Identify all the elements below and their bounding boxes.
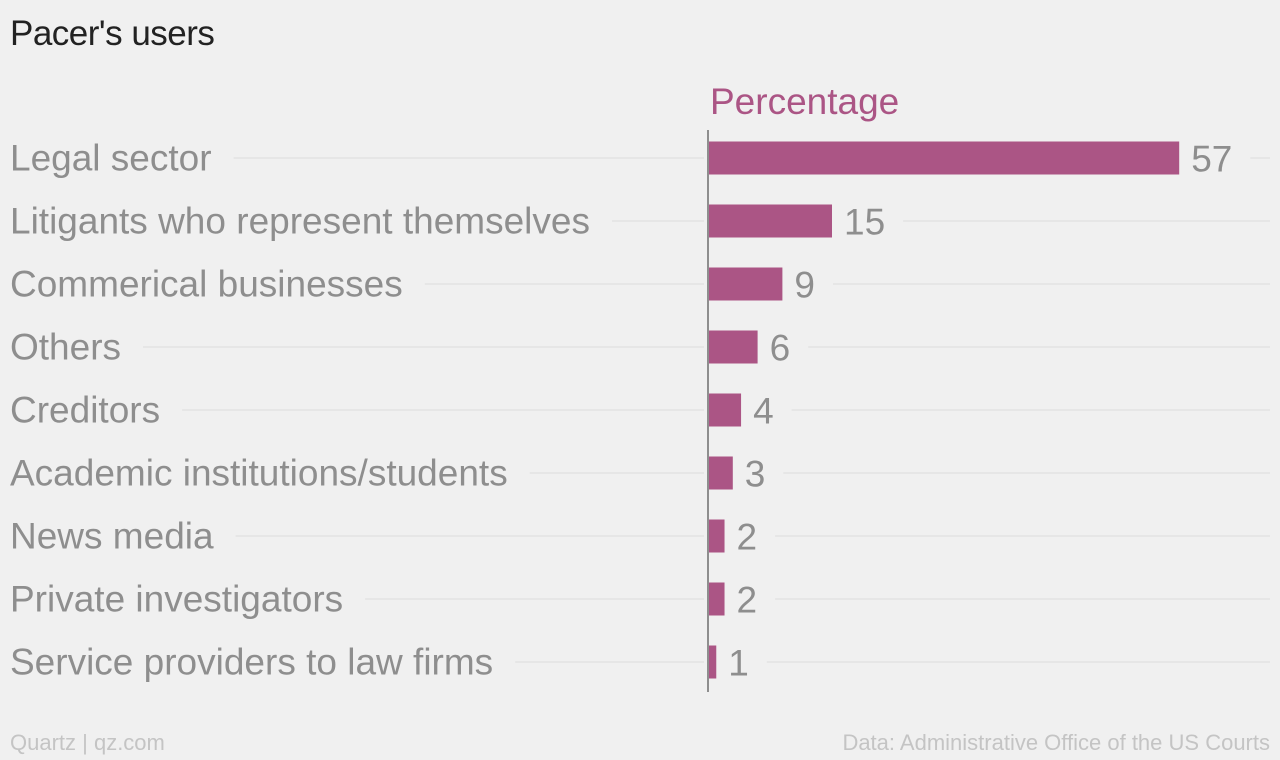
category-label: Legal sector xyxy=(10,138,212,179)
value-label: 1 xyxy=(728,643,749,684)
category-label: Others xyxy=(10,327,121,368)
category-labels: Legal sector Litigants who represent them… xyxy=(10,138,590,683)
bar xyxy=(708,582,725,616)
category-label: Private investigators xyxy=(10,579,343,620)
value-label: 2 xyxy=(737,580,758,621)
gridlines xyxy=(143,157,1270,663)
value-label: 6 xyxy=(770,328,791,369)
bar xyxy=(708,645,717,679)
bar-chart: Legal sector Litigants who represent them… xyxy=(10,81,1270,692)
bar xyxy=(708,519,725,553)
value-label: 9 xyxy=(794,265,815,306)
category-label: Creditors xyxy=(10,390,160,431)
bar xyxy=(708,204,832,238)
category-label: Commerical businesses xyxy=(10,264,403,305)
value-label: 4 xyxy=(753,391,774,432)
category-label: Service providers to law firms xyxy=(10,642,493,683)
value-label: 15 xyxy=(844,202,885,243)
value-labels: 57 15 96 4 3 2 2 1 xyxy=(728,139,1232,684)
data-source-text: Data: Administrative Office of the US Co… xyxy=(842,730,1270,755)
category-label: Academic institutions/students xyxy=(10,453,508,494)
bar xyxy=(708,456,733,490)
value-label: 57 xyxy=(1191,139,1232,180)
bars xyxy=(708,141,1180,679)
series-label: Percentage xyxy=(710,81,899,122)
bar xyxy=(708,393,742,427)
chart-title: Pacer's users xyxy=(10,14,215,53)
bar xyxy=(708,141,1180,175)
bar xyxy=(708,267,783,301)
value-label: 3 xyxy=(745,454,766,495)
credit-text: Quartz | qz.com xyxy=(10,730,165,755)
value-label: 2 xyxy=(737,517,758,558)
bar xyxy=(708,330,758,364)
category-label: Litigants who represent themselves xyxy=(10,201,590,242)
category-label: News media xyxy=(10,516,214,557)
